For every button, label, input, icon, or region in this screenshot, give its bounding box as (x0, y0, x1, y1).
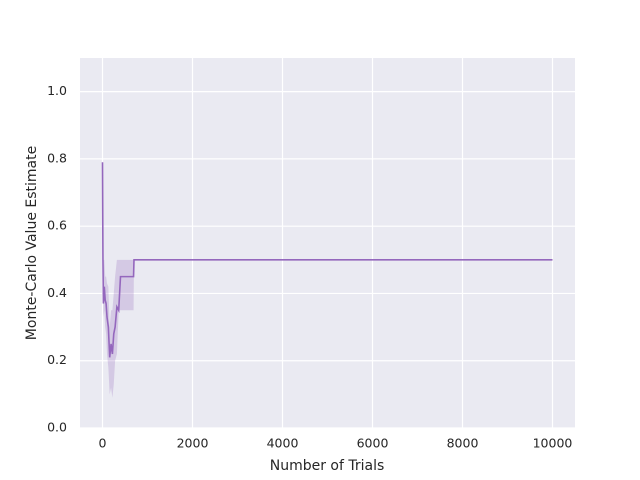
x-tick-label: 6000 (357, 436, 389, 451)
x-axis-label: Number of Trials (270, 458, 385, 474)
y-tick-label: 0.6 (47, 218, 67, 233)
y-axis-label: Monte-Carlo Value Estimate (24, 146, 40, 340)
plot-area (80, 58, 575, 428)
x-tick-label: 2000 (177, 436, 209, 451)
y-tick-label: 1.0 (47, 83, 67, 98)
x-tick-label: 0 (99, 436, 107, 451)
y-tick-label: 0.8 (47, 150, 67, 165)
line (101, 162, 553, 358)
x-tick-label: 4000 (267, 436, 299, 451)
x-tick-label: 8000 (447, 436, 479, 451)
y-tick-label: 0.0 (47, 420, 67, 435)
y-tick-label: 0.4 (47, 285, 67, 300)
x-tick-label: 10000 (533, 436, 573, 451)
y-tick-label: 0.2 (47, 352, 67, 367)
